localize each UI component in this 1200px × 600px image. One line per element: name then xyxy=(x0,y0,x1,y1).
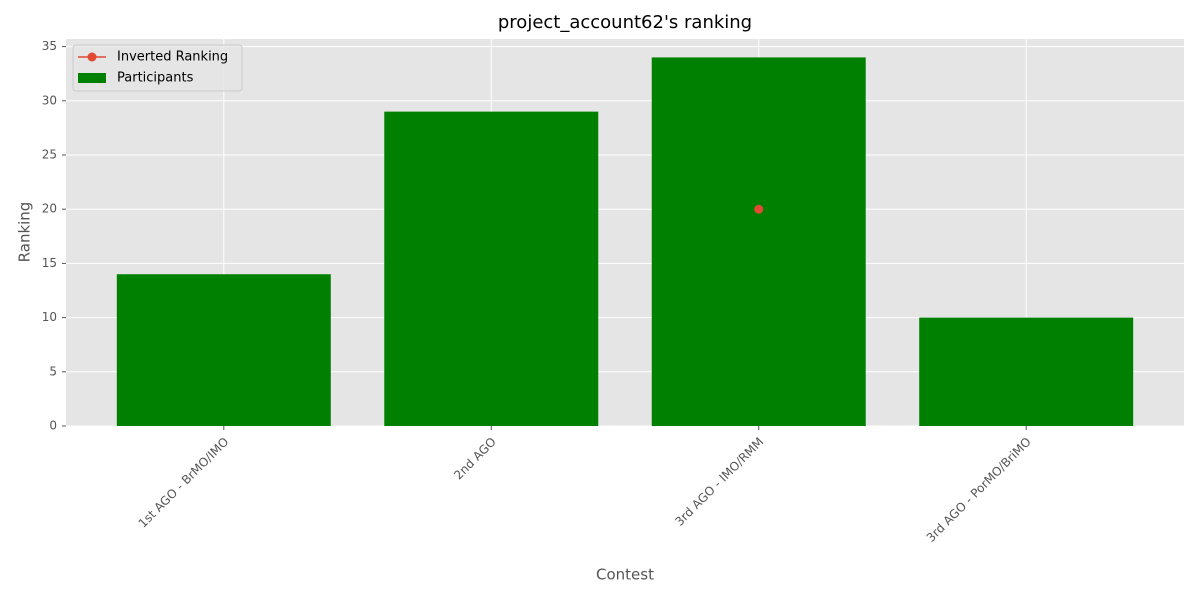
chart-title: project_account62's ranking xyxy=(498,12,752,33)
bar xyxy=(116,274,331,426)
legend-marker xyxy=(87,52,97,62)
y-tick-label: 5 xyxy=(49,364,57,378)
x-tick-label: 1st AGO - BrMO/IMO xyxy=(136,435,232,531)
legend: Inverted Ranking Participants xyxy=(72,44,243,92)
y-tick-label: 35 xyxy=(42,39,57,53)
legend-label: Participants xyxy=(117,71,194,86)
y-tick-label: 25 xyxy=(42,147,57,161)
legend-box xyxy=(72,44,243,92)
bar xyxy=(651,57,866,427)
y-axis-label: Ranking xyxy=(16,202,34,263)
y-tick-label: 10 xyxy=(42,310,57,324)
legend-swatch xyxy=(78,73,106,83)
x-tick-label: 3rd AGO - PorMO/BriMO xyxy=(924,435,1034,545)
y-tick-label: 20 xyxy=(42,202,57,216)
line-marker xyxy=(754,204,764,214)
marks xyxy=(116,57,1134,427)
bar xyxy=(384,111,599,426)
y-tick-label: 15 xyxy=(42,256,57,270)
legend-label: Inverted Ranking xyxy=(117,50,228,65)
x-tick-label: 3rd AGO - IMO/RMM xyxy=(672,435,766,529)
x-axis-label: Contest xyxy=(596,566,654,584)
x-tick-label: 2nd AGO xyxy=(451,435,499,483)
bar xyxy=(919,317,1134,426)
y-tick-label: 30 xyxy=(42,93,57,107)
y-tick-label: 0 xyxy=(49,419,57,433)
